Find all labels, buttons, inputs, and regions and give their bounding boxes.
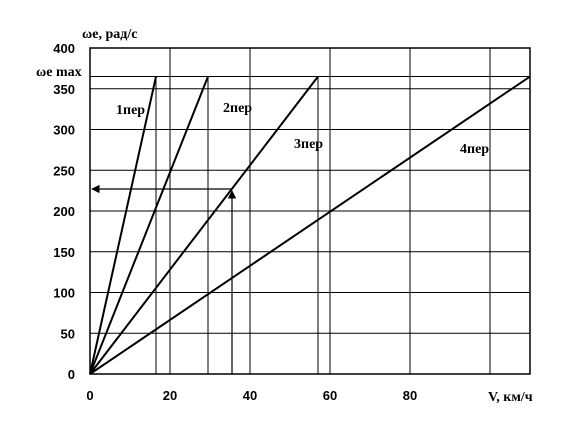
x-tick-label: 60 [323,388,337,403]
series-label-4: 4пер [460,142,489,157]
annotation [91,184,237,374]
x-axis-label: V, км/ч [488,390,533,405]
series-label-3: 3пер [294,137,323,152]
series-line-3 [89,75,319,375]
y-tick-label: 250 [53,163,75,178]
x-tick-label: 20 [163,388,177,403]
omega-max-label: ωe max [36,65,82,80]
series-line-1 [89,76,157,375]
y-tick-label: 300 [53,123,75,138]
series-line-2 [89,76,209,375]
y-tick-label: 0 [68,367,75,382]
x-tick-label: 40 [243,388,257,403]
series-label-1: 1пер [116,103,145,118]
y-tick-label: 400 [53,41,75,56]
y-tick-label: 200 [53,204,75,219]
axes [89,47,531,375]
tick-labels: 0 50 100 150 200 250 300 350 400 0 20 40 60 80 [53,41,417,403]
plot-frame [89,47,531,375]
y-tick-label: 350 [53,82,75,97]
y-tick-label: 150 [53,245,75,260]
y-tick-label: 100 [53,286,75,301]
series [89,75,531,375]
series-label-2: 2пер [223,101,252,116]
x-tick-label: 0 [86,388,93,403]
y-tick-label: 50 [61,326,75,341]
series-line-4 [89,75,531,375]
y-axis-label: ωe, рад/с [82,27,137,42]
x-tick-label: 80 [403,388,417,403]
